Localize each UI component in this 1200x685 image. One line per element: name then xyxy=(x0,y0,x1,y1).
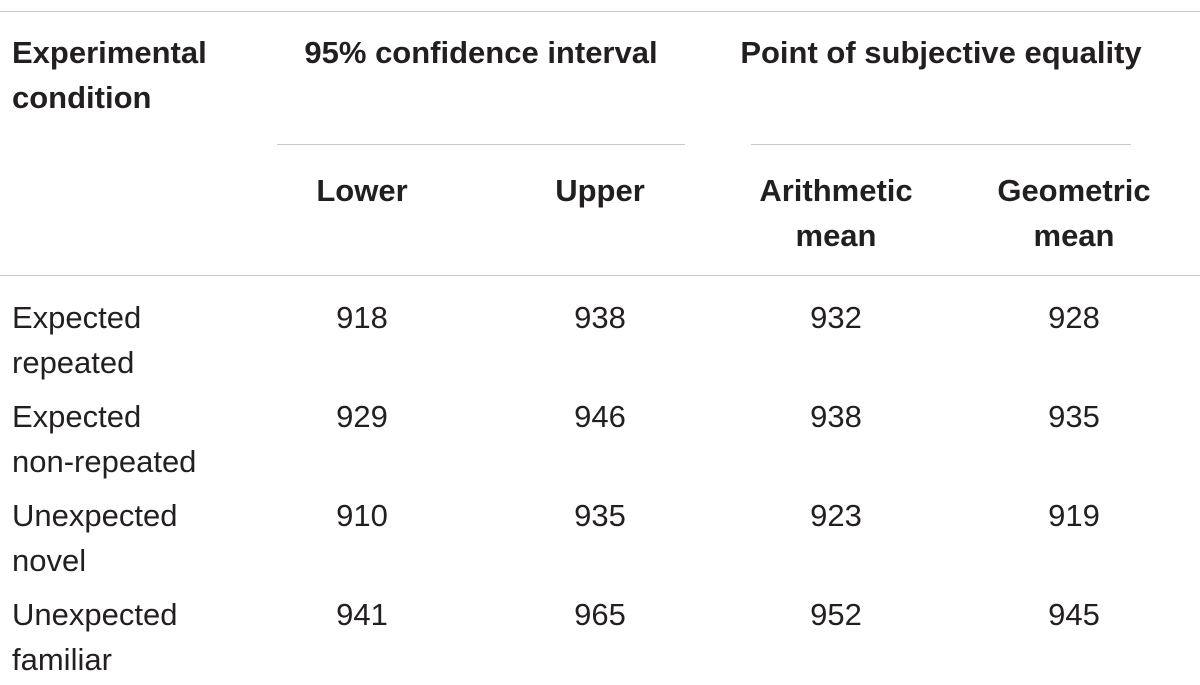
header-body-rule xyxy=(0,275,1200,276)
header-arith-line-2: mean xyxy=(795,218,877,253)
cell-lower: 941 xyxy=(336,597,388,632)
subjective-equality-rule xyxy=(751,144,1131,145)
cell-lower: 910 xyxy=(336,498,388,533)
cell-upper: 946 xyxy=(574,399,626,434)
header-condition-line-1: Experimental xyxy=(12,35,207,70)
condition-line-2: familiar xyxy=(12,642,112,677)
row-condition: Expected non-repeated xyxy=(12,394,196,484)
cell-upper: 938 xyxy=(574,300,626,335)
cell-arithmetic-mean: 952 xyxy=(810,597,862,632)
header-arith-line-1: Arithmetic xyxy=(759,173,913,208)
cell-upper: 965 xyxy=(574,597,626,632)
cell-lower: 929 xyxy=(336,399,388,434)
header-geo-line-2: mean xyxy=(1033,218,1115,253)
condition-line-2: non-repeated xyxy=(12,444,197,479)
cell-arithmetic-mean: 938 xyxy=(810,399,862,434)
condition-line-1: Unexpected xyxy=(12,498,178,533)
header-experimental-condition: Experimental condition xyxy=(12,30,207,120)
cell-geometric-mean: 935 xyxy=(1048,399,1100,434)
cell-arithmetic-mean: 923 xyxy=(810,498,862,533)
condition-line-1: Unexpected xyxy=(12,597,178,632)
cell-lower: 918 xyxy=(336,300,388,335)
header-geometric-mean: Geometric mean xyxy=(997,168,1150,258)
cell-arithmetic-mean: 932 xyxy=(810,300,862,335)
header-geo-line-1: Geometric xyxy=(997,173,1151,208)
header-lower: Lower xyxy=(316,173,408,208)
row-condition: Unexpected novel xyxy=(12,493,177,583)
cell-geometric-mean: 919 xyxy=(1048,498,1100,533)
header-confidence-interval: 95% confidence interval xyxy=(304,35,658,70)
header-upper: Upper xyxy=(555,173,645,208)
cell-geometric-mean: 945 xyxy=(1048,597,1100,632)
condition-line-2: novel xyxy=(12,543,87,578)
cell-upper: 935 xyxy=(574,498,626,533)
confidence-interval-rule xyxy=(277,144,685,145)
top-rule xyxy=(0,11,1200,12)
condition-line-1: Expected xyxy=(12,300,142,335)
header-condition-line-2: condition xyxy=(12,80,152,115)
cell-geometric-mean: 928 xyxy=(1048,300,1100,335)
row-condition: Expected repeated xyxy=(12,295,141,385)
header-point-of-subjective-equality: Point of subjective equality xyxy=(740,35,1142,70)
condition-line-1: Expected xyxy=(12,399,142,434)
condition-line-2: repeated xyxy=(12,345,135,380)
row-condition: Unexpected familiar xyxy=(12,592,177,682)
header-arithmetic-mean: Arithmetic mean xyxy=(759,168,912,258)
